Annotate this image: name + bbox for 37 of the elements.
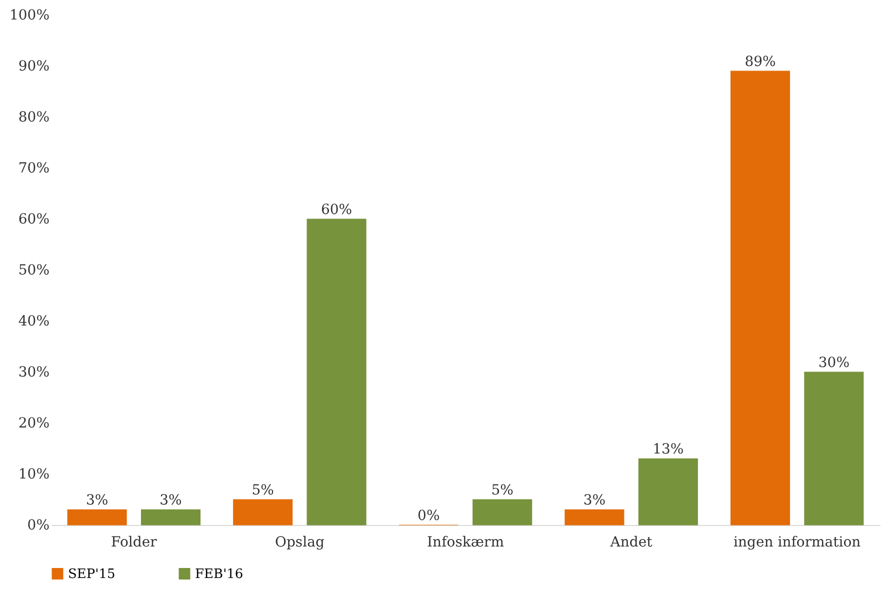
y-tick-label: 60% [18, 212, 50, 228]
x-tick-label: Folder [111, 534, 158, 550]
bar [730, 70, 790, 526]
bar [140, 509, 201, 526]
data-label: 3% [160, 492, 182, 509]
data-label: 5% [491, 482, 514, 498]
y-tick-label: 30% [18, 364, 50, 380]
y-tick-label: 0% [27, 518, 50, 534]
data-label: 89% [744, 54, 776, 70]
bar [638, 458, 698, 526]
bar [472, 499, 532, 526]
y-tick-label: 40% [18, 314, 50, 330]
bar [233, 499, 293, 526]
data-label: 60% [320, 202, 352, 218]
y-tick-label: 20% [18, 416, 50, 432]
x-tick-label: ingen information [734, 534, 861, 550]
y-tick-label: 100% [9, 8, 50, 24]
x-tick-label: Infoskærm [427, 534, 504, 550]
data-label: 3% [583, 492, 606, 509]
data-label: 0% [418, 508, 440, 524]
bar [67, 509, 127, 526]
x-tick-label: Opslag [274, 534, 324, 550]
data-label: 5% [252, 482, 274, 498]
legend-label: SEP'15 [68, 566, 116, 582]
y-tick-label: 50% [18, 262, 50, 278]
x-tick-label: Andet [609, 534, 653, 550]
data-label: 3% [86, 492, 108, 509]
data-label: 13% [652, 442, 684, 458]
data-label: 30% [818, 355, 850, 371]
bar [564, 509, 624, 526]
bar [306, 218, 366, 526]
y-tick-label: 10% [18, 466, 50, 482]
legend-label: FEB'16 [195, 566, 244, 582]
y-tick-label: 90% [18, 58, 50, 74]
bar [804, 372, 864, 526]
y-tick-label: 80% [18, 110, 50, 126]
y-tick-label: 70% [18, 160, 50, 176]
